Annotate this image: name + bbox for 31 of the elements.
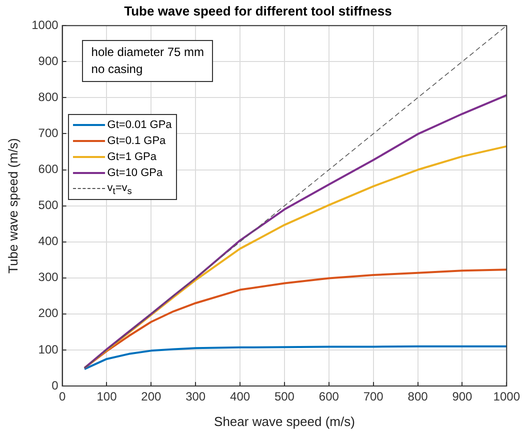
x-tick-label: 700 [363, 390, 384, 404]
x-tick-label: 300 [186, 390, 206, 404]
y-tick-label: 1000 [32, 18, 59, 32]
annotation: no casing [91, 62, 143, 76]
x-tick-label: 200 [141, 390, 162, 404]
legend-label: v$_{t}$=v$_{s}$ [107, 182, 132, 196]
legend-label: Gt=0.1 GPa [107, 134, 166, 147]
x-tick-label: 1000 [493, 390, 520, 404]
y-tick-label: 500 [38, 198, 59, 212]
y-tick-label: 600 [38, 162, 59, 176]
x-tick-label: 100 [96, 390, 118, 404]
x-tick-label: 800 [408, 390, 428, 404]
x-tick-label: 900 [452, 390, 473, 404]
x-axis-title: Shear wave speed (m/s) [214, 414, 355, 429]
chart-title: Tube wave speed for different tool stiffness [124, 3, 392, 18]
legend-label: Gt=10 GPa [107, 166, 163, 179]
legend-label: Gt=1 GPa [107, 150, 157, 163]
y-tick-label: 900 [38, 54, 59, 68]
y-tick-label: 0 [52, 378, 59, 392]
y-tick-label: 300 [38, 270, 59, 284]
legend-label: Gt=0.01 GPa [107, 118, 172, 131]
y-tick-label: 100 [38, 342, 59, 356]
x-tick-label: 400 [230, 390, 250, 404]
annotation: hole diameter 75 mm [91, 44, 204, 59]
y-tick-label: 200 [38, 306, 59, 320]
x-tick-label: 600 [318, 390, 340, 404]
y-axis-title: Tube wave speed (m/s) [5, 138, 20, 274]
y-tick-label: 700 [38, 126, 59, 140]
y-tick-label: 800 [38, 90, 59, 104]
x-tick-label: 500 [274, 390, 295, 404]
y-tick-label: 400 [38, 234, 59, 248]
